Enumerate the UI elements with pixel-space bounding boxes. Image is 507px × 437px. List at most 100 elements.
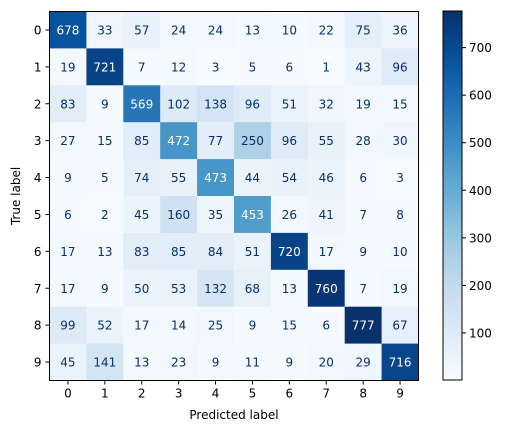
heatmap-cell — [344, 343, 382, 381]
y-tick-label: 8 — [34, 319, 42, 333]
cell-value-label: 6 — [64, 208, 72, 222]
heatmap-cell — [160, 11, 198, 49]
cell-value-label: 6 — [286, 60, 294, 74]
y-axis-ticks: 0 1 2 3 4 5 6 7 8 9 — [34, 23, 50, 370]
x-tick-label: 1 — [101, 387, 109, 401]
heatmap-cell — [160, 48, 198, 86]
heatmap-cell — [270, 11, 309, 49]
x-tick-label: 5 — [249, 387, 257, 401]
heatmap-cell — [344, 11, 382, 49]
cell-value-label: 27 — [60, 134, 75, 148]
cell-value-label: 68 — [245, 282, 260, 296]
cell-value-label: 138 — [204, 97, 227, 111]
cell-value-label: 28 — [356, 134, 371, 148]
cell-value-label: 13 — [282, 282, 297, 296]
colorbar-tick-label: 200 — [469, 279, 492, 293]
heatmap-cell — [197, 196, 235, 234]
colorbar-tick-label: 300 — [469, 231, 492, 245]
cell-value-label: 33 — [97, 23, 112, 37]
cell-value-label: 17 — [134, 319, 149, 333]
heatmap-cell — [307, 48, 346, 86]
y-tick-label: 9 — [34, 356, 42, 370]
cell-value-label: 472 — [167, 134, 190, 148]
heatmap-cell — [234, 306, 272, 344]
cell-value-label: 36 — [392, 23, 407, 37]
heatmap-cell — [344, 232, 382, 271]
heatmap-cell — [197, 343, 235, 381]
heatmap-cell — [197, 85, 235, 123]
heatmap-cell — [344, 122, 382, 160]
heatmap-cell — [234, 85, 272, 123]
heatmap-cell — [160, 343, 198, 381]
heatmap-cell — [49, 306, 87, 344]
heatmap-cell — [270, 343, 309, 381]
cell-value-label: 17 — [60, 282, 75, 296]
cell-value-label: 569 — [130, 97, 153, 111]
heatmap-cell — [197, 232, 235, 271]
heatmap-cell — [160, 306, 198, 344]
x-tick-label: 8 — [359, 387, 367, 401]
cell-value-label: 45 — [134, 208, 149, 222]
heatmap-cell — [160, 232, 198, 271]
cell-value-label: 9 — [249, 319, 257, 333]
heatmap-cell — [270, 232, 309, 271]
colorbar — [442, 10, 463, 381]
cell-value-label: 716 — [389, 356, 412, 370]
heatmap-cell — [197, 48, 235, 86]
cell-value-label: 760 — [315, 282, 338, 296]
heatmap-cell — [123, 85, 161, 123]
cell-value-label: 721 — [93, 60, 116, 74]
cell-value-label: 1 — [322, 60, 330, 74]
cell-value-label: 720 — [278, 245, 301, 259]
x-axis-ticks: 0 1 2 3 4 5 6 7 8 9 — [64, 380, 404, 401]
cell-value-label: 10 — [282, 23, 297, 37]
heatmap-cell — [270, 269, 309, 308]
y-tick-label: 6 — [34, 245, 42, 259]
cell-value-label: 15 — [97, 134, 112, 148]
cell-value-label: 13 — [134, 356, 149, 370]
x-tick-label: 3 — [175, 387, 183, 401]
y-axis-label: True label — [9, 167, 23, 226]
cell-value-label: 102 — [167, 97, 190, 111]
heatmap-cell — [270, 48, 309, 86]
heatmap-cell — [381, 269, 419, 308]
cell-value-label: 7 — [138, 60, 146, 74]
cell-value-label: 51 — [245, 245, 260, 259]
heatmap-cell — [49, 122, 87, 160]
heatmap-cell — [307, 11, 346, 49]
heatmap-cell — [270, 159, 309, 197]
heatmap-cell — [270, 85, 309, 123]
heatmap-cell — [86, 85, 124, 123]
cell-value-label: 99 — [60, 319, 75, 333]
heatmap-cell — [344, 306, 382, 344]
cell-value-label: 2 — [101, 208, 109, 222]
cell-value-label: 453 — [241, 208, 264, 222]
cell-value-label: 15 — [282, 319, 297, 333]
heatmap-cell — [123, 11, 161, 49]
heatmap-cell — [234, 196, 272, 234]
x-tick-label: 0 — [64, 387, 72, 401]
cell-value-label: 9 — [101, 97, 109, 111]
heatmap-cell — [49, 269, 87, 308]
cell-value-label: 5 — [101, 171, 109, 185]
cell-value-label: 29 — [356, 356, 371, 370]
heatmap-cell — [234, 48, 272, 86]
cell-value-label: 9 — [359, 245, 367, 259]
heatmap-cell — [381, 343, 419, 381]
heatmap-cell — [123, 232, 161, 271]
cell-value-label: 52 — [97, 319, 112, 333]
heatmap-cell — [381, 48, 419, 86]
cell-value-label: 250 — [241, 134, 264, 148]
heatmap-cell — [197, 11, 235, 49]
heatmap-cell — [234, 11, 272, 49]
x-tick-label: 2 — [138, 387, 146, 401]
heatmap-cell — [86, 196, 124, 234]
cell-value-label: 84 — [208, 245, 223, 259]
colorbar-ticks: 100 200 300 400 500 600 700 — [462, 41, 492, 340]
x-tick-label: 9 — [396, 387, 404, 401]
heatmap-cell — [381, 306, 419, 344]
heatmap-cell — [307, 159, 346, 197]
heatmap-cell — [234, 159, 272, 197]
